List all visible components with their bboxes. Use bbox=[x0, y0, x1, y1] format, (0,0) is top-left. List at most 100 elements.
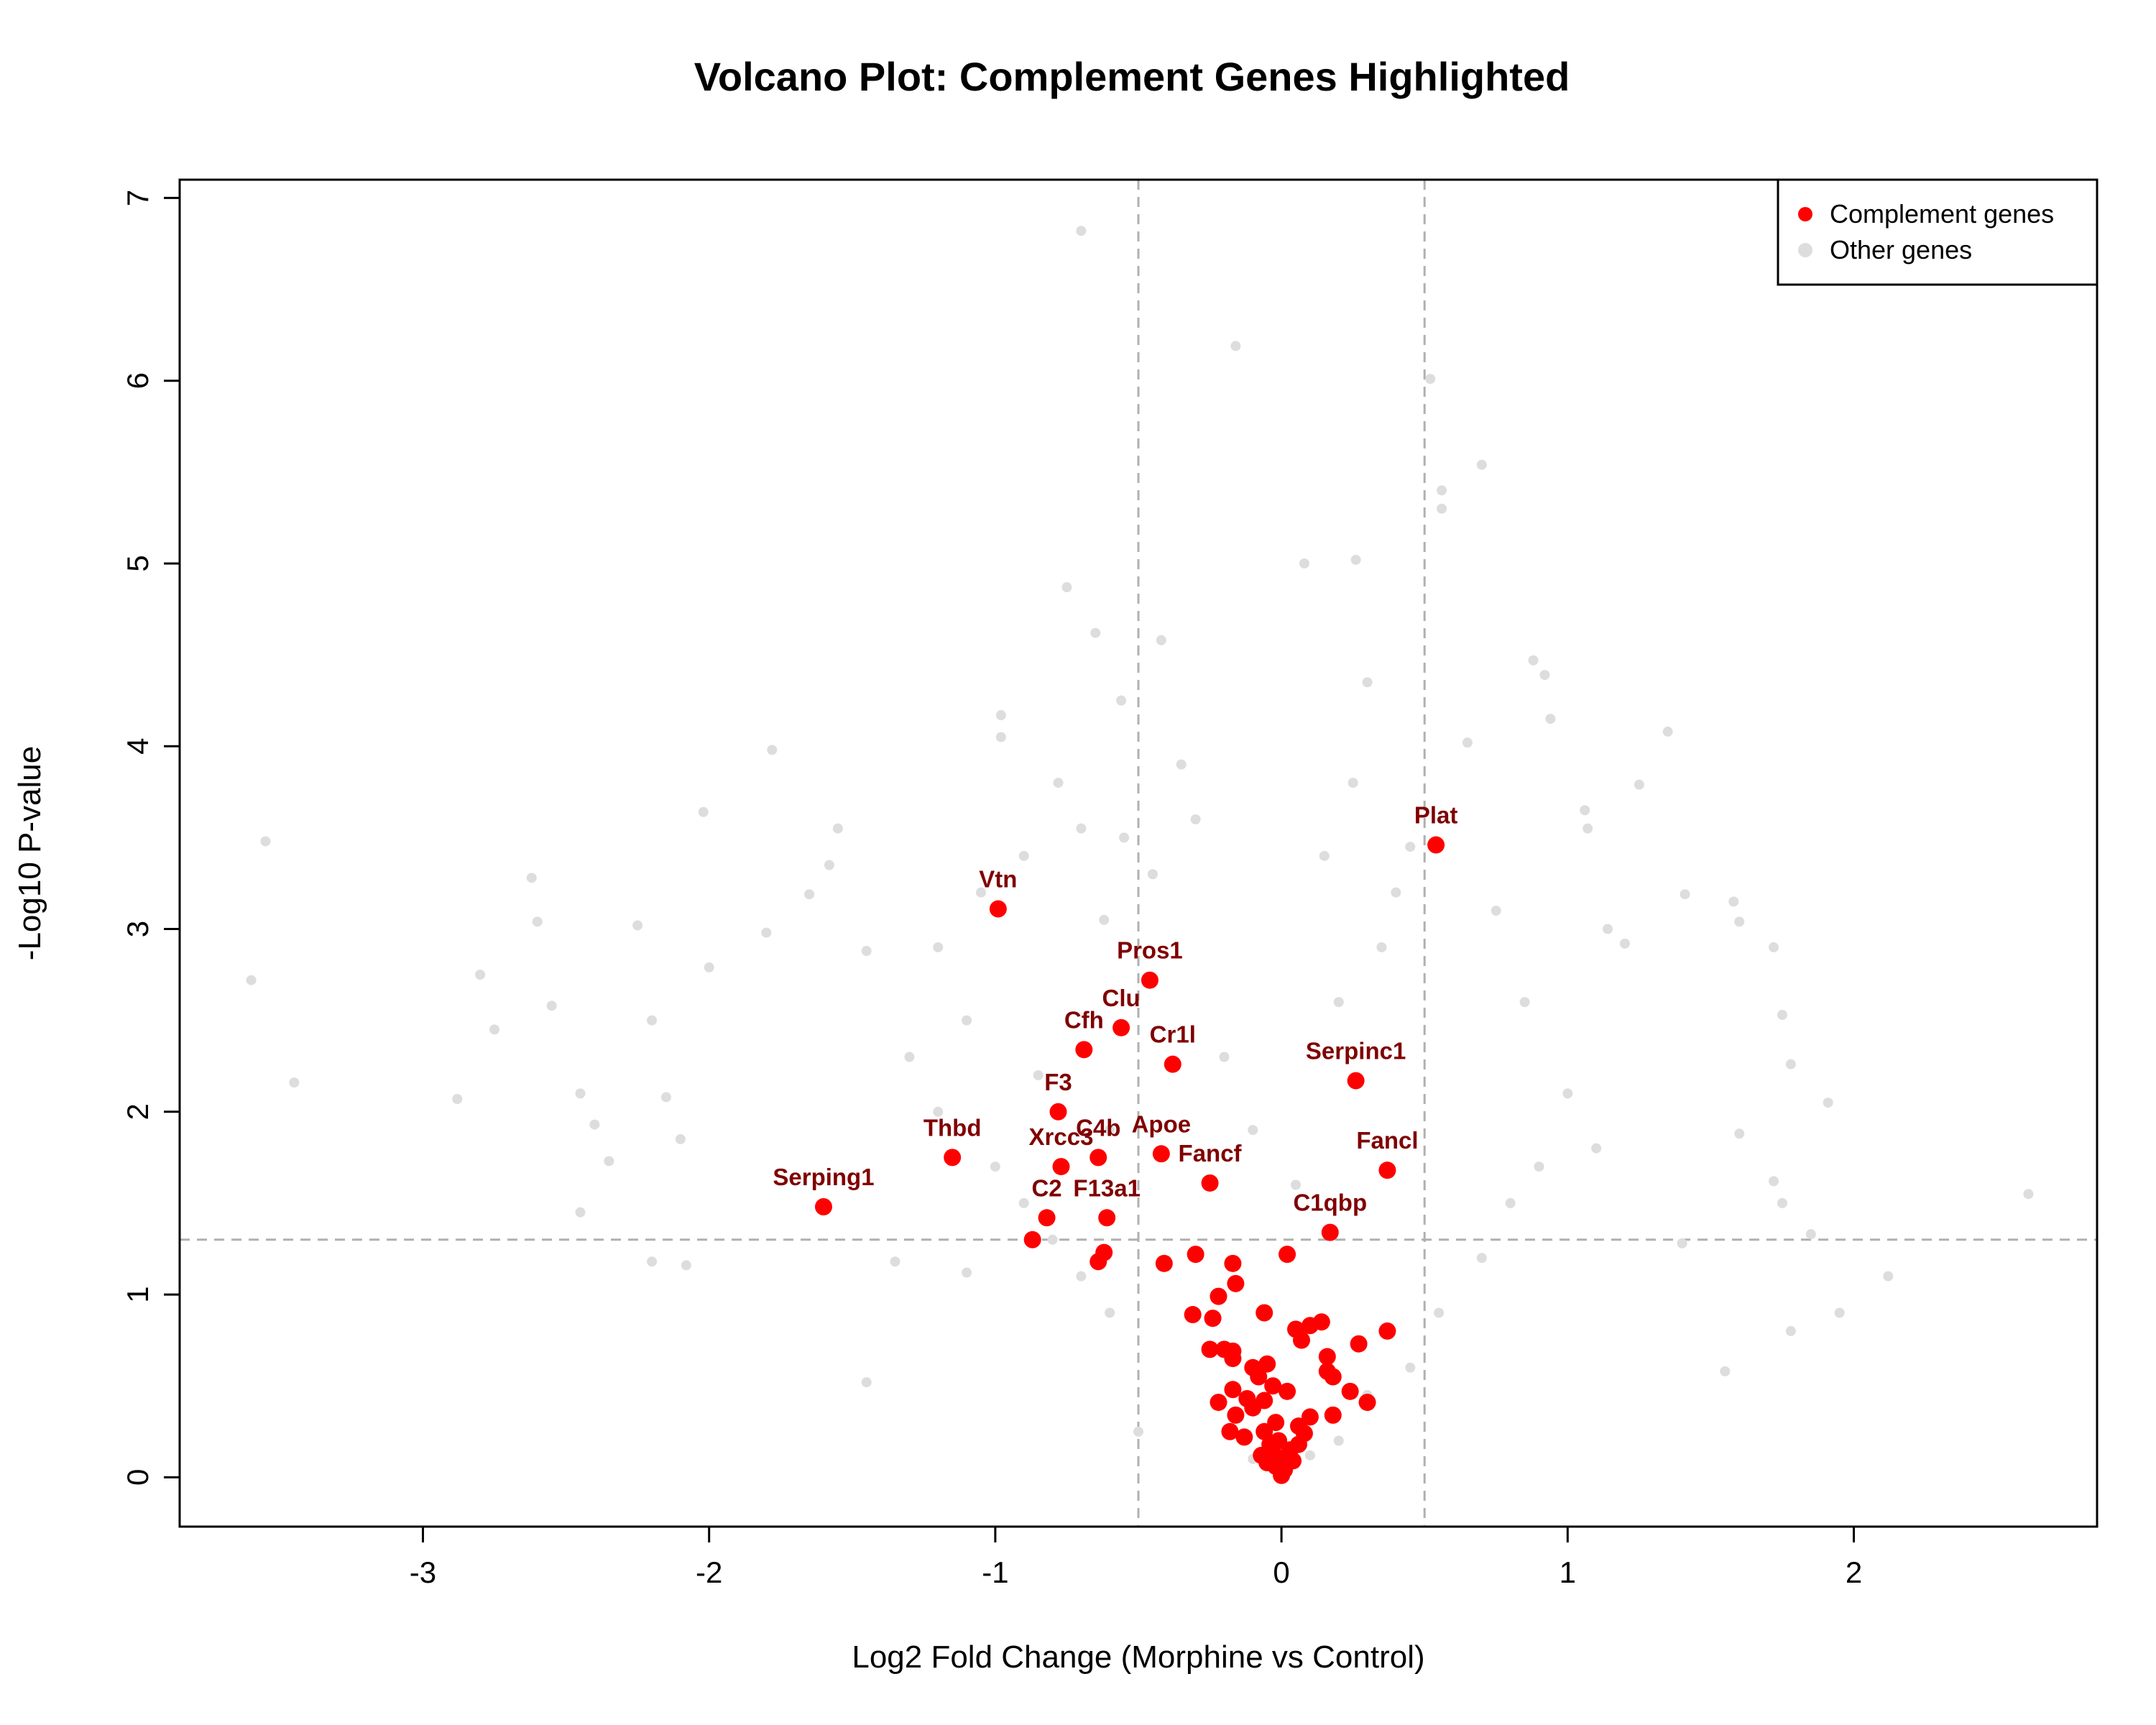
complement-gene-point bbox=[1318, 1348, 1336, 1366]
complement-gene-point bbox=[1075, 1041, 1093, 1059]
complement-gene-point bbox=[1312, 1313, 1330, 1331]
complement-gene-point bbox=[1250, 1368, 1268, 1386]
other-gene-point bbox=[1230, 341, 1241, 351]
other-gene-point bbox=[704, 962, 714, 972]
other-gene-point bbox=[1583, 823, 1593, 834]
other-gene-point bbox=[532, 916, 543, 927]
complement-gene-point bbox=[1264, 1377, 1282, 1395]
other-gene-point bbox=[1425, 374, 1436, 385]
other-gene-point bbox=[1176, 759, 1187, 770]
gene-label: Thbd bbox=[923, 1114, 982, 1141]
other-gene-point bbox=[1528, 655, 1539, 666]
other-gene-point bbox=[890, 1256, 900, 1267]
gene-label: Fancl bbox=[1356, 1127, 1418, 1154]
other-gene-point bbox=[990, 1162, 1000, 1172]
other-gene-point bbox=[1105, 1125, 1115, 1136]
gene-label: Plat bbox=[1414, 802, 1458, 829]
x-tick-label: -1 bbox=[982, 1555, 1008, 1589]
complement-gene-point bbox=[1347, 1072, 1365, 1090]
complement-gene-point bbox=[1279, 1448, 1296, 1466]
complement-gene-point bbox=[1023, 1230, 1041, 1248]
other-gene-point bbox=[647, 1256, 658, 1267]
legend-box bbox=[1777, 178, 2099, 286]
other-gene-point bbox=[698, 806, 709, 817]
threshold-lines bbox=[180, 180, 2097, 1527]
other-gene-point bbox=[1248, 1125, 1258, 1136]
other-gene-point bbox=[1476, 459, 1487, 470]
other-gene-point bbox=[489, 1024, 500, 1035]
complement-gene-point bbox=[1038, 1209, 1056, 1227]
other-gene-point bbox=[475, 970, 486, 980]
other-gene-point bbox=[575, 1207, 586, 1218]
other-gene-point bbox=[1362, 677, 1373, 688]
other-gene-point bbox=[1437, 485, 1447, 496]
complement-gene-point bbox=[1292, 1331, 1310, 1349]
other-gene-point bbox=[1591, 1143, 1602, 1154]
complement-gene-point bbox=[1164, 1055, 1181, 1073]
other-gene-point bbox=[1437, 503, 1447, 514]
complement-gene-point bbox=[1227, 1274, 1245, 1292]
other-gene-point bbox=[1047, 1234, 1058, 1245]
x-tick-label: 1 bbox=[1560, 1555, 1576, 1589]
gene-label: F13a1 bbox=[1073, 1174, 1141, 1201]
other-gene-point bbox=[832, 823, 843, 834]
other-gene-point bbox=[1219, 1052, 1230, 1062]
complement-gene-point bbox=[1264, 1443, 1282, 1460]
gene-label: C2 bbox=[1031, 1174, 1061, 1201]
y-tick-label: 5 bbox=[121, 555, 155, 571]
other-gene-point bbox=[1156, 635, 1166, 645]
other-gene-point bbox=[526, 873, 537, 883]
x-tick-label: -2 bbox=[696, 1555, 722, 1589]
other-gene-point bbox=[1476, 1253, 1487, 1264]
gene-label: Apoe bbox=[1132, 1110, 1192, 1137]
other-gene-point bbox=[1348, 778, 1358, 788]
other-gene-point bbox=[546, 1000, 557, 1011]
other-gene-point bbox=[962, 1015, 972, 1026]
gene-label: Cr1l bbox=[1150, 1021, 1196, 1048]
other-genes-points bbox=[246, 226, 2034, 1464]
complement-gene-point bbox=[1258, 1355, 1276, 1373]
complement-gene-point bbox=[1224, 1381, 1242, 1399]
other-gene-point bbox=[2023, 1189, 2034, 1200]
other-gene-point bbox=[604, 1156, 614, 1167]
other-gene-point bbox=[647, 1015, 658, 1026]
complement-gene-point bbox=[1224, 1254, 1242, 1272]
plot-frame bbox=[178, 178, 2099, 1528]
complement-gene-point bbox=[1098, 1209, 1116, 1227]
other-gene-point bbox=[1304, 1450, 1315, 1460]
gene-label: Xrcc3 bbox=[1029, 1123, 1094, 1150]
y-tick-label: 6 bbox=[121, 372, 155, 389]
other-gene-point bbox=[1376, 942, 1387, 952]
complement-gene-point bbox=[1052, 1158, 1070, 1176]
complement-gene-point bbox=[1289, 1435, 1307, 1453]
other-gene-point bbox=[1777, 1197, 1787, 1208]
other-gene-point bbox=[1785, 1059, 1796, 1070]
other-gene-point bbox=[1405, 1362, 1416, 1373]
other-gene-point bbox=[933, 1106, 944, 1117]
x-axis-label: Log2 Fold Change (Morphine vs Control) bbox=[852, 1639, 1424, 1675]
y-tick-label: 2 bbox=[121, 1103, 155, 1120]
complement-gene-point bbox=[1378, 1162, 1396, 1179]
complement-gene-point bbox=[1210, 1287, 1227, 1305]
gene-label: Pros1 bbox=[1117, 937, 1183, 964]
other-gene-point bbox=[1291, 1179, 1302, 1190]
other-gene-point bbox=[1680, 889, 1690, 900]
other-gene-point bbox=[1299, 558, 1309, 569]
other-gene-point bbox=[767, 745, 778, 755]
other-gene-point bbox=[1580, 805, 1590, 816]
other-gene-point bbox=[589, 1119, 600, 1130]
other-gene-point bbox=[1634, 779, 1644, 790]
other-gene-point bbox=[1823, 1098, 1833, 1108]
complement-gene-point bbox=[1350, 1335, 1368, 1353]
y-tick-label: 1 bbox=[121, 1286, 155, 1302]
other-gene-point bbox=[1677, 1238, 1687, 1248]
other-gene-point bbox=[1462, 737, 1473, 748]
other-gene-point bbox=[681, 1260, 691, 1271]
gene-label: F3 bbox=[1044, 1069, 1072, 1095]
other-gene-point bbox=[1076, 1271, 1087, 1282]
other-gene-point bbox=[246, 975, 257, 985]
complement-gene-point bbox=[1321, 1223, 1339, 1241]
other-gene-point bbox=[1018, 850, 1029, 861]
